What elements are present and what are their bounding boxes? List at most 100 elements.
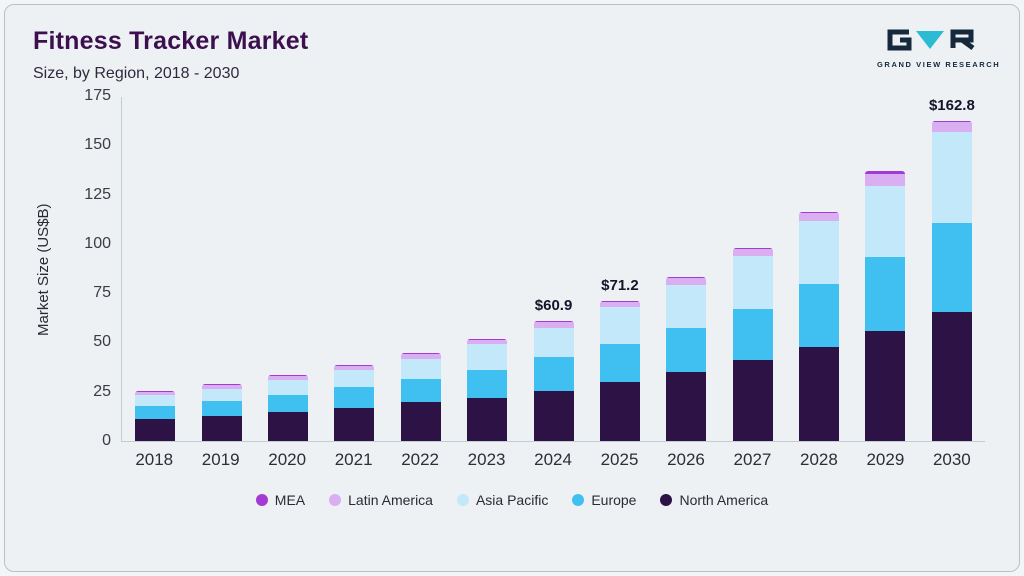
x-tick-label: 2029 bbox=[866, 450, 905, 469]
stacked-bar-chart: Market Size (US$B) 0 25 50 75 100 125 150 175 $6… bbox=[33, 87, 991, 508]
bar-stack bbox=[732, 247, 773, 441]
y-tick-label: 25 bbox=[93, 382, 111, 400]
bar-segment-mea bbox=[799, 211, 840, 214]
bar-segment-north-america bbox=[732, 360, 773, 441]
brand-logo: GRAND VIEW RESEARCH bbox=[877, 27, 1001, 69]
bar-segment-asia-pacific bbox=[533, 327, 574, 358]
bar-segment-north-america bbox=[865, 330, 906, 441]
bar-column-2024: $60.9 bbox=[520, 97, 586, 441]
x-tick-label: 2022 bbox=[401, 450, 440, 469]
bar-column-2030: $162.8 bbox=[919, 97, 985, 441]
bar-segment-europe bbox=[931, 222, 972, 313]
page-subtitle: Size, by Region, 2018 - 2030 bbox=[33, 65, 240, 82]
x-tick-label: 2019 bbox=[201, 450, 240, 469]
bar-column-2020 bbox=[255, 97, 321, 441]
legend-label: Asia Pacific bbox=[475, 492, 549, 508]
bar-stack bbox=[931, 121, 972, 441]
bar-segment-europe bbox=[334, 386, 375, 408]
bar-column-2023 bbox=[454, 97, 520, 441]
bar-segment-mea bbox=[533, 320, 574, 323]
bar-stack bbox=[666, 277, 707, 441]
bar-segment-asia-pacific bbox=[599, 306, 640, 345]
bar-segment-north-america bbox=[599, 381, 640, 441]
bar-segment-latin-america bbox=[799, 213, 840, 222]
bar-segment-latin-america bbox=[533, 322, 574, 328]
legend-label: North America bbox=[679, 492, 769, 508]
bar-column-2019 bbox=[188, 97, 254, 441]
bar-segment-asia-pacific bbox=[334, 370, 375, 387]
bar-total-label: $60.9 bbox=[534, 296, 573, 314]
plot-area: 0 25 50 75 100 125 150 175 $60.9 $71.2 $162.8 bbox=[84, 87, 985, 449]
bar-stack bbox=[599, 300, 640, 441]
legend-item-europe: Europe bbox=[572, 492, 636, 508]
bars-row: $60.9 $71.2 $162.8 bbox=[122, 97, 985, 441]
bar-segment-mea bbox=[732, 247, 773, 249]
bar-segment-north-america bbox=[135, 419, 176, 441]
legend-item-north-america: North America bbox=[660, 492, 768, 508]
bar-stack bbox=[267, 374, 308, 441]
bar-segment-mea bbox=[334, 365, 375, 367]
bar-stack bbox=[400, 353, 441, 441]
y-tick-label: 0 bbox=[102, 432, 111, 449]
bar-segment-latin-america bbox=[267, 375, 308, 380]
bar-segment-latin-america bbox=[467, 339, 508, 345]
bar-segment-mea bbox=[599, 300, 640, 302]
x-tick-label: 2027 bbox=[733, 450, 772, 469]
chart-header: Fitness Tracker Market Size, by Region, … bbox=[33, 27, 1001, 83]
bar-segment-mea bbox=[201, 384, 242, 386]
x-tick-label: 2026 bbox=[667, 450, 705, 469]
gvr-logo-icon bbox=[887, 29, 975, 51]
bar-stack bbox=[201, 384, 242, 441]
bar-total-label: $71.2 bbox=[601, 276, 639, 294]
y-tick-label: 175 bbox=[84, 87, 111, 104]
bar-segment-europe bbox=[201, 400, 242, 417]
legend-dot-icon bbox=[660, 494, 673, 506]
bar-segment-asia-pacific bbox=[931, 132, 972, 223]
bar-segment-europe bbox=[865, 256, 906, 331]
bar-segment-mea bbox=[666, 277, 707, 279]
bar-segment-latin-america bbox=[732, 248, 773, 256]
bar-column-2021 bbox=[321, 97, 387, 441]
bar-stack bbox=[865, 170, 906, 441]
y-tick-label: 150 bbox=[84, 136, 111, 154]
bar-segment-latin-america bbox=[931, 121, 972, 133]
brand-name: GRAND VIEW RESEARCH bbox=[877, 60, 1001, 69]
bar-segment-asia-pacific bbox=[201, 388, 242, 401]
bar-segment-europe bbox=[799, 284, 840, 348]
bar-segment-asia-pacific bbox=[732, 255, 773, 309]
bar-column-2029 bbox=[852, 97, 918, 441]
bar-segment-europe bbox=[400, 378, 441, 402]
bar-segment-asia-pacific bbox=[135, 394, 176, 406]
bar-segment-asia-pacific bbox=[467, 344, 508, 371]
legend-item-mea: MEA bbox=[255, 492, 305, 508]
x-tick-label: 2028 bbox=[800, 450, 838, 469]
bar-segment-latin-america bbox=[599, 301, 640, 307]
legend-dot-icon bbox=[572, 494, 585, 506]
bar-segment-mea bbox=[400, 353, 441, 355]
x-tick-label: 2023 bbox=[467, 450, 506, 469]
bar-stack bbox=[334, 365, 375, 441]
bar-stack bbox=[135, 390, 176, 441]
y-tick-label: 100 bbox=[84, 234, 111, 252]
bar-column-2018 bbox=[122, 97, 188, 441]
bar-segment-north-america bbox=[533, 390, 574, 441]
bar-segment-north-america bbox=[799, 347, 840, 441]
y-axis-title: Market Size (US$B) bbox=[35, 203, 52, 336]
bar-segment-latin-america bbox=[666, 278, 707, 286]
bar-segment-mea bbox=[931, 121, 972, 122]
bar-segment-north-america bbox=[931, 312, 972, 441]
bar-segment-asia-pacific bbox=[865, 185, 906, 257]
bar-segment-north-america bbox=[400, 401, 441, 441]
x-tick-label: 2024 bbox=[534, 450, 572, 469]
bar-segment-europe bbox=[599, 344, 640, 382]
bar-segment-north-america bbox=[201, 416, 242, 441]
page-title: Fitness Tracker Market bbox=[33, 27, 309, 55]
chart-card: Fitness Tracker Market Size, by Region, … bbox=[4, 4, 1020, 572]
bar-segment-europe bbox=[467, 370, 508, 398]
y-tick-label: 50 bbox=[93, 333, 111, 351]
bar-segment-asia-pacific bbox=[267, 379, 308, 395]
legend-label: Latin America bbox=[348, 492, 433, 508]
bar-segment-asia-pacific bbox=[799, 221, 840, 285]
bar-stack bbox=[467, 338, 508, 441]
x-tick-label: 2018 bbox=[135, 450, 174, 469]
